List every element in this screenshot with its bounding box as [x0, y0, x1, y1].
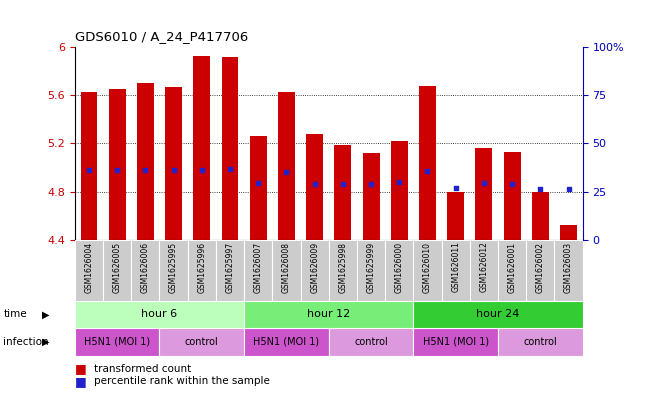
Text: GDS6010 / A_24_P417706: GDS6010 / A_24_P417706: [75, 30, 248, 43]
Point: [563, 186, 574, 192]
Text: GSM1626012: GSM1626012: [479, 242, 488, 292]
Text: GSM1626001: GSM1626001: [508, 242, 517, 292]
Text: control: control: [523, 337, 557, 347]
Text: GSM1626010: GSM1626010: [423, 242, 432, 292]
Text: ■: ■: [75, 375, 87, 388]
Bar: [221, 57, 238, 240]
Text: GSM1626009: GSM1626009: [310, 242, 319, 293]
Bar: [498, 240, 526, 301]
Bar: [329, 328, 413, 356]
Point: [422, 168, 433, 174]
Bar: [187, 240, 216, 301]
Bar: [137, 83, 154, 240]
Point: [366, 181, 376, 187]
Point: [309, 181, 320, 187]
Bar: [413, 328, 498, 356]
Point: [478, 180, 489, 186]
Text: GSM1626002: GSM1626002: [536, 242, 545, 292]
Text: infection: infection: [3, 337, 49, 347]
Text: ▶: ▶: [42, 309, 50, 320]
Bar: [475, 148, 492, 240]
Bar: [413, 301, 583, 328]
Point: [112, 167, 122, 173]
Bar: [441, 240, 470, 301]
Bar: [306, 134, 323, 240]
Text: GSM1626005: GSM1626005: [113, 242, 122, 293]
Bar: [447, 192, 464, 240]
Text: ▶: ▶: [42, 337, 50, 347]
Bar: [244, 328, 329, 356]
Text: hour 24: hour 24: [477, 309, 519, 320]
Bar: [250, 136, 267, 240]
Point: [535, 186, 546, 192]
Text: transformed count: transformed count: [94, 364, 191, 374]
Text: hour 6: hour 6: [141, 309, 178, 320]
Bar: [132, 240, 159, 301]
Bar: [498, 328, 583, 356]
Point: [338, 181, 348, 187]
Bar: [272, 240, 301, 301]
Text: percentile rank within the sample: percentile rank within the sample: [94, 376, 270, 386]
Bar: [413, 240, 441, 301]
Bar: [103, 240, 132, 301]
Bar: [532, 192, 549, 240]
Point: [225, 165, 235, 172]
Text: GSM1626003: GSM1626003: [564, 242, 573, 293]
Point: [197, 167, 207, 173]
Bar: [301, 240, 329, 301]
Bar: [75, 301, 244, 328]
Text: H5N1 (MOI 1): H5N1 (MOI 1): [253, 337, 320, 347]
Point: [140, 167, 150, 173]
Text: control: control: [185, 337, 219, 347]
Text: GSM1626006: GSM1626006: [141, 242, 150, 293]
Bar: [244, 240, 272, 301]
Bar: [193, 55, 210, 240]
Bar: [165, 87, 182, 240]
Text: H5N1 (MOI 1): H5N1 (MOI 1): [84, 337, 150, 347]
Bar: [555, 240, 583, 301]
Text: H5N1 (MOI 1): H5N1 (MOI 1): [422, 337, 489, 347]
Bar: [470, 240, 498, 301]
Text: GSM1625998: GSM1625998: [339, 242, 348, 292]
Text: GSM1626011: GSM1626011: [451, 242, 460, 292]
Text: control: control: [354, 337, 388, 347]
Bar: [363, 153, 380, 240]
Bar: [419, 86, 436, 240]
Text: time: time: [3, 309, 27, 320]
Point: [450, 185, 461, 191]
Text: GSM1626008: GSM1626008: [282, 242, 291, 292]
Bar: [81, 92, 98, 240]
Point: [84, 167, 94, 173]
Bar: [335, 145, 352, 240]
Bar: [278, 92, 295, 240]
Bar: [391, 141, 408, 240]
Bar: [159, 240, 187, 301]
Text: GSM1625999: GSM1625999: [367, 242, 376, 293]
Text: hour 12: hour 12: [307, 309, 350, 320]
Text: GSM1626004: GSM1626004: [85, 242, 94, 293]
Bar: [75, 240, 103, 301]
Point: [169, 167, 179, 173]
Text: GSM1625995: GSM1625995: [169, 242, 178, 293]
Bar: [385, 240, 413, 301]
Point: [394, 179, 404, 185]
Text: ■: ■: [75, 362, 87, 375]
Bar: [329, 240, 357, 301]
Bar: [75, 328, 159, 356]
Bar: [109, 89, 126, 240]
Bar: [504, 152, 521, 240]
Text: GSM1626000: GSM1626000: [395, 242, 404, 293]
Bar: [244, 301, 413, 328]
Text: GSM1626007: GSM1626007: [254, 242, 263, 293]
Bar: [216, 240, 244, 301]
Point: [253, 180, 264, 186]
Bar: [159, 328, 244, 356]
Text: GSM1625997: GSM1625997: [225, 242, 234, 293]
Bar: [526, 240, 555, 301]
Point: [281, 169, 292, 175]
Bar: [560, 225, 577, 240]
Bar: [357, 240, 385, 301]
Text: GSM1625996: GSM1625996: [197, 242, 206, 293]
Point: [507, 181, 518, 187]
